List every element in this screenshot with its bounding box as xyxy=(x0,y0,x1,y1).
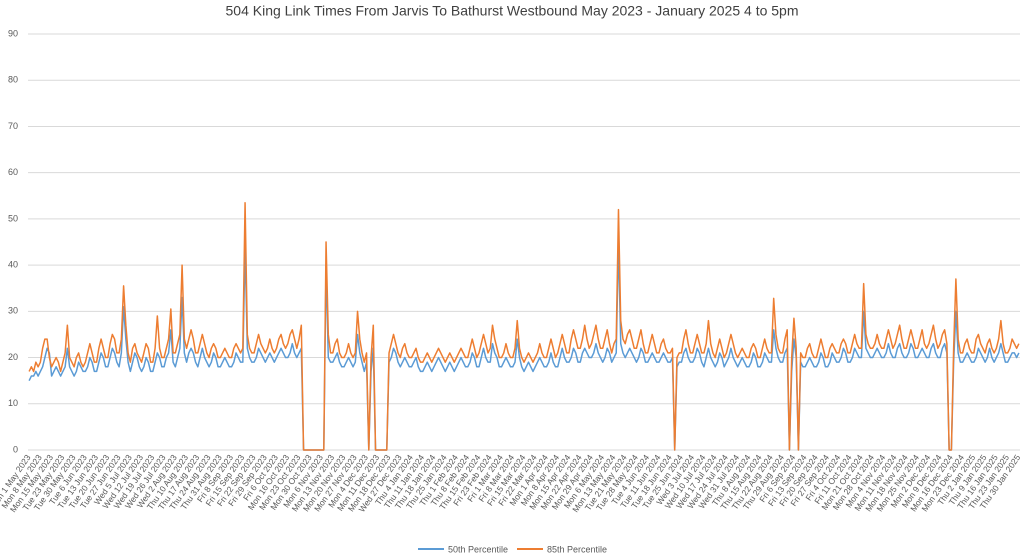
y-tick-label: 70 xyxy=(8,121,18,131)
y-tick-label: 80 xyxy=(8,75,18,85)
y-tick-label: 40 xyxy=(8,259,18,269)
series-line xyxy=(28,241,1020,451)
legend-label: 50th Percentile xyxy=(448,544,508,554)
y-tick-label: 0 xyxy=(13,444,18,454)
y-tick-label: 60 xyxy=(8,167,18,177)
y-tick-label: 20 xyxy=(8,352,18,362)
legend-label: 85th Percentile xyxy=(547,544,607,554)
y-tick-label: 30 xyxy=(8,306,18,316)
chart-title: 504 King Link Times From Jarvis To Bathu… xyxy=(226,3,799,19)
series-line xyxy=(28,201,1020,451)
y-tick-label: 90 xyxy=(8,28,18,38)
y-tick-label: 50 xyxy=(8,213,18,223)
y-tick-label: 10 xyxy=(8,398,18,408)
